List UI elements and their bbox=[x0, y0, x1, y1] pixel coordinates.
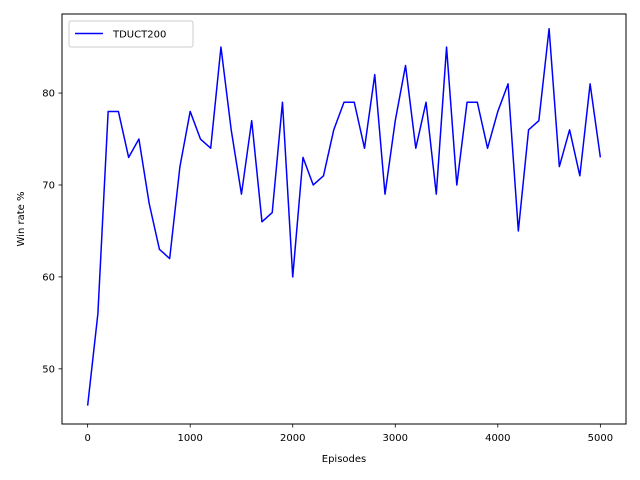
data-point bbox=[343, 101, 345, 103]
data-point bbox=[312, 184, 314, 186]
data-point bbox=[517, 230, 519, 232]
data-point bbox=[569, 129, 571, 131]
data-point bbox=[271, 212, 273, 214]
x-axis: 0 1000 2000 3000 4000 5000 bbox=[84, 424, 613, 444]
data-point bbox=[425, 101, 427, 103]
data-point bbox=[199, 138, 201, 140]
data-point bbox=[138, 138, 140, 140]
data-point bbox=[179, 166, 181, 168]
data-point bbox=[548, 28, 550, 30]
data-point bbox=[456, 184, 458, 186]
legend: TDUCT200 bbox=[68, 20, 194, 48]
legend-label-tduct200: TDUCT200 bbox=[112, 30, 166, 41]
data-point bbox=[148, 202, 150, 204]
data-point bbox=[261, 221, 263, 223]
data-point bbox=[528, 129, 530, 131]
data-point bbox=[579, 175, 581, 177]
data-point bbox=[435, 193, 437, 195]
x-tick-label: 2000 bbox=[280, 433, 305, 444]
data-point bbox=[497, 110, 499, 112]
data-point bbox=[210, 147, 212, 149]
data-point bbox=[128, 156, 130, 158]
data-point bbox=[302, 156, 304, 158]
data-point bbox=[476, 101, 478, 103]
x-tick-label: 1000 bbox=[177, 433, 202, 444]
data-point bbox=[230, 129, 232, 131]
data-point bbox=[507, 83, 509, 85]
data-point bbox=[281, 101, 283, 103]
data-point bbox=[251, 120, 253, 122]
data-point bbox=[107, 110, 109, 112]
legend-box bbox=[68, 20, 194, 48]
data-point bbox=[240, 193, 242, 195]
data-point bbox=[117, 110, 119, 112]
y-tick-label: 80 bbox=[42, 89, 55, 100]
plot-area bbox=[86, 27, 602, 407]
data-point bbox=[333, 129, 335, 131]
data-point bbox=[353, 101, 355, 103]
data-point bbox=[394, 120, 396, 122]
data-point bbox=[405, 64, 407, 66]
data-point bbox=[220, 46, 222, 48]
x-tick-label: 3000 bbox=[383, 433, 408, 444]
data-point bbox=[415, 147, 417, 149]
data-point bbox=[158, 248, 160, 250]
data-point bbox=[538, 120, 540, 122]
data-point bbox=[384, 193, 386, 195]
data-point bbox=[189, 110, 191, 112]
x-tick-label: 4000 bbox=[485, 433, 510, 444]
data-point bbox=[292, 276, 294, 278]
data-point bbox=[364, 147, 366, 149]
data-point bbox=[374, 74, 376, 76]
data-point bbox=[446, 46, 448, 48]
y-axis-title: Win rate % bbox=[16, 192, 27, 247]
data-point bbox=[599, 156, 601, 158]
axes-frame bbox=[61, 13, 627, 425]
x-tick-label: 0 bbox=[84, 433, 90, 444]
data-point bbox=[487, 147, 489, 149]
y-tick-label: 50 bbox=[42, 364, 55, 375]
data-point bbox=[466, 101, 468, 103]
data-point bbox=[589, 83, 591, 85]
y-tick-label: 70 bbox=[42, 180, 55, 191]
data-point bbox=[322, 175, 324, 177]
x-axis-title: Episodes bbox=[322, 454, 366, 465]
data-point bbox=[87, 405, 89, 407]
y-tick-label: 60 bbox=[42, 272, 55, 283]
data-point bbox=[558, 166, 560, 168]
y-axis: 50 60 70 80 bbox=[42, 89, 62, 375]
data-point bbox=[97, 313, 99, 315]
data-point bbox=[169, 258, 171, 260]
series-line-tduct200 bbox=[86, 27, 602, 406]
x-tick-label: 5000 bbox=[588, 433, 613, 444]
